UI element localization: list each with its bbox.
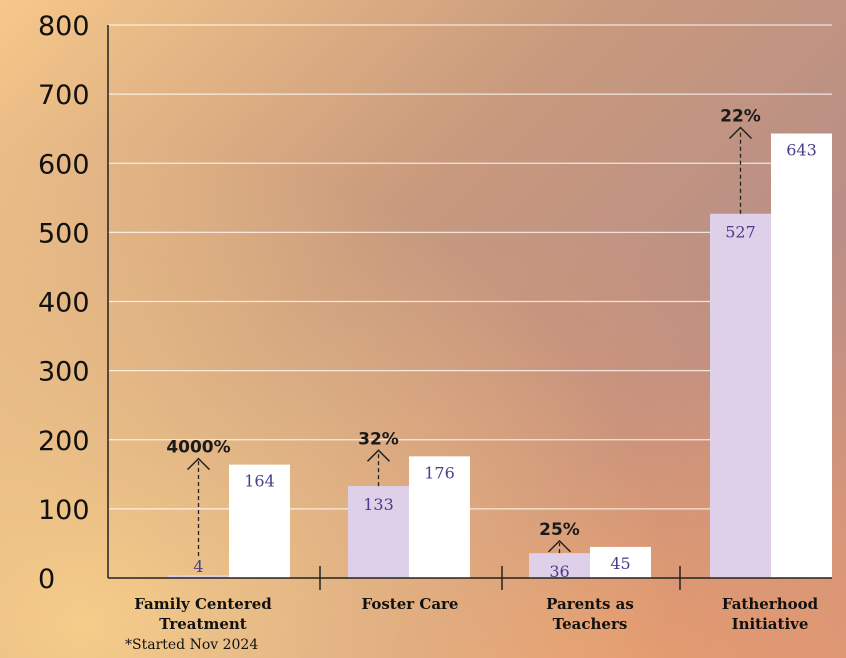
y-tick-label-1: 100 bbox=[38, 495, 90, 526]
arrow-head-2 bbox=[547, 539, 572, 553]
value-label-3-1: 643 bbox=[786, 141, 817, 160]
y-tick-label-3: 300 bbox=[38, 357, 90, 388]
value-label-0-1: 164 bbox=[244, 472, 275, 491]
bar-2-0 bbox=[529, 553, 590, 578]
y-tick-label-6: 600 bbox=[38, 149, 90, 180]
change-label-0: 4000% bbox=[166, 438, 230, 458]
y-tick-label-5: 500 bbox=[38, 218, 90, 249]
bar-0-1 bbox=[229, 464, 290, 578]
y-axis-ticks: 0 100 200 300 400 500 600 700 800 bbox=[38, 11, 90, 595]
bars: 4 164 133 176 36 45 527 643 bbox=[168, 133, 832, 581]
category-label-1: Foster Care bbox=[361, 595, 459, 613]
change-label-1: 32% bbox=[358, 429, 399, 449]
change-arrows: 4000% 32% 25% 22% bbox=[166, 107, 761, 556]
value-label-2-1: 45 bbox=[610, 554, 630, 573]
grid-lines bbox=[108, 24, 832, 510]
value-label-2-0: 36 bbox=[549, 562, 569, 581]
change-label-2: 25% bbox=[539, 520, 580, 540]
y-tick-label-8: 800 bbox=[38, 11, 90, 42]
arrow-head-0 bbox=[186, 457, 211, 471]
bar-3-1 bbox=[771, 133, 832, 578]
category-label-2: Parents as Teachers bbox=[546, 595, 634, 633]
y-tick-label-2: 200 bbox=[38, 426, 90, 457]
y-tick-label-7: 700 bbox=[38, 80, 90, 111]
bar-3-0 bbox=[710, 213, 771, 578]
category-label-0: Family Centered Treatment bbox=[134, 595, 272, 633]
bar-0-0 bbox=[168, 575, 229, 578]
x-axis bbox=[107, 25, 832, 590]
value-label-1-0: 133 bbox=[363, 495, 394, 514]
y-tick-label-4: 400 bbox=[38, 288, 90, 319]
bar-2-1 bbox=[590, 546, 651, 578]
change-label-3: 22% bbox=[720, 107, 761, 127]
category-label-3: Fatherhood Initiative bbox=[721, 595, 819, 633]
value-label-3-0: 527 bbox=[725, 223, 756, 242]
bar-1-0 bbox=[348, 486, 409, 578]
arrow-head-1 bbox=[366, 449, 391, 462]
footnote: *Started Nov 2024 bbox=[125, 637, 259, 653]
y-tick-label-0: 0 bbox=[38, 564, 55, 595]
bar-1-1 bbox=[409, 456, 470, 578]
arrow-head-3 bbox=[728, 126, 753, 140]
value-label-1-1: 176 bbox=[424, 463, 455, 482]
value-label-0-0: 4 bbox=[193, 557, 203, 576]
